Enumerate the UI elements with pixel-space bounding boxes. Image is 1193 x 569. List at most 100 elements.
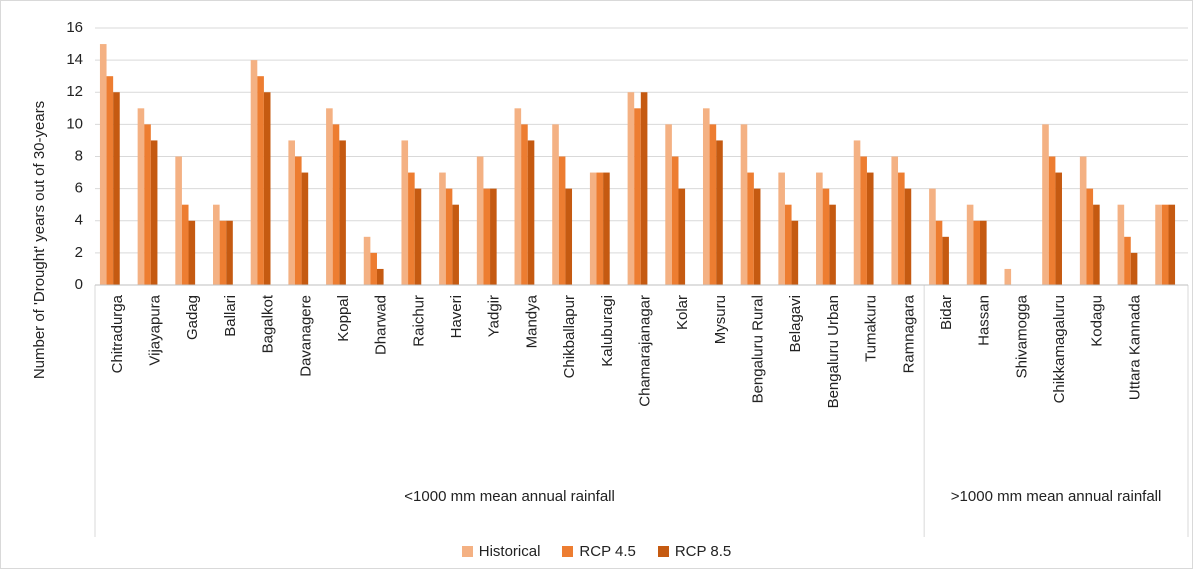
bar [175, 156, 182, 285]
bar [408, 172, 415, 285]
bar [326, 108, 333, 285]
bar [1168, 204, 1176, 285]
x-tick-label: Ramnagara [900, 294, 917, 373]
x-tick-label: Bidar [938, 295, 955, 330]
x-tick-label: Chikballapur [561, 295, 578, 378]
bar [634, 108, 641, 285]
bar [257, 76, 264, 285]
bar [445, 188, 453, 285]
bar [791, 220, 799, 285]
bar [1004, 268, 1012, 285]
bar [1161, 204, 1169, 285]
x-tick-label: Gadag [184, 295, 201, 340]
bar [816, 172, 823, 285]
y-tick-label: 10 [66, 115, 83, 132]
bar [1155, 204, 1162, 285]
bar [521, 124, 528, 285]
bar [1079, 156, 1087, 285]
bar [188, 220, 196, 285]
bar [596, 172, 604, 285]
y-tick-label: 0 [75, 276, 83, 293]
bar [144, 124, 151, 285]
bar [935, 220, 943, 285]
bar [603, 172, 610, 285]
bar [401, 140, 409, 285]
bar [558, 156, 566, 285]
bar [527, 140, 535, 285]
bar [150, 140, 158, 285]
x-tick-label: Shivamogga [1013, 294, 1030, 378]
bar [1124, 236, 1131, 285]
bar [1117, 204, 1125, 285]
bar [106, 76, 114, 285]
bar [753, 188, 761, 285]
bar [263, 92, 271, 285]
x-tick-label: Bengaluru Rural [750, 295, 767, 403]
bar [514, 108, 522, 285]
bar [942, 236, 949, 285]
bar [702, 108, 710, 285]
bar [452, 204, 459, 285]
x-tick-label: Bagalkot [260, 294, 277, 353]
x-tick-label: Yadgir [486, 295, 503, 337]
y-tick-label: 16 [66, 19, 83, 36]
legend-swatch [657, 546, 669, 557]
bar [490, 188, 497, 285]
group-label: <1000 mm mean annual rainfall [404, 488, 615, 505]
bar [250, 60, 258, 285]
x-tick-label: Chamarajanagar [636, 295, 653, 407]
bar [332, 124, 340, 285]
x-tick-label: Kodagu [1089, 295, 1106, 347]
bar [1055, 172, 1062, 285]
bar [627, 92, 635, 285]
bar [678, 188, 686, 285]
bar [439, 172, 446, 285]
bar [1042, 124, 1049, 285]
bar [414, 188, 422, 285]
x-tick-label: Kolar [674, 295, 691, 330]
bar [552, 124, 559, 285]
x-tick-label: Chitradurga [109, 294, 126, 373]
bar [709, 124, 717, 285]
legend-item: Historical [461, 543, 541, 560]
x-tick-label: Tumakuru [863, 295, 880, 362]
bar [1130, 252, 1138, 285]
bar [980, 220, 987, 285]
y-tick-label: 2 [75, 244, 83, 261]
bar [822, 188, 830, 285]
bar [866, 172, 874, 285]
bar [671, 156, 679, 285]
legend: Historical RCP 4.5 RCP 8.5 [0, 543, 1193, 560]
x-tick-label: Raichur [410, 295, 427, 347]
x-tick-label: Koppal [335, 295, 352, 342]
bar [288, 140, 295, 285]
bar [370, 252, 377, 285]
bar [973, 220, 981, 285]
x-tick-label: Davanagere [297, 295, 314, 377]
bar [483, 188, 491, 285]
x-tick-label: Kaluburagi [599, 295, 616, 367]
bar [747, 172, 754, 285]
bar [219, 220, 227, 285]
bar [476, 156, 484, 285]
bar [1093, 204, 1100, 285]
y-tick-label: 12 [66, 83, 83, 100]
legend-swatch [562, 546, 574, 557]
x-tick-label: Haveri [448, 295, 465, 338]
bar [113, 92, 120, 285]
bar [589, 172, 597, 285]
x-tick-label: Uttara Kannada [1126, 294, 1143, 400]
x-tick-label: Chikkamagaluru [1051, 295, 1068, 403]
bar [181, 204, 189, 285]
bar [829, 204, 836, 285]
bar [339, 140, 346, 285]
legend-item: RCP 4.5 [562, 543, 636, 560]
bar [716, 140, 723, 285]
legend-label: RCP 8.5 [674, 543, 732, 560]
bar [665, 124, 672, 285]
bar [640, 92, 648, 285]
legend-label: Historical [478, 543, 541, 560]
x-tick-label: Mysuru [712, 295, 729, 344]
